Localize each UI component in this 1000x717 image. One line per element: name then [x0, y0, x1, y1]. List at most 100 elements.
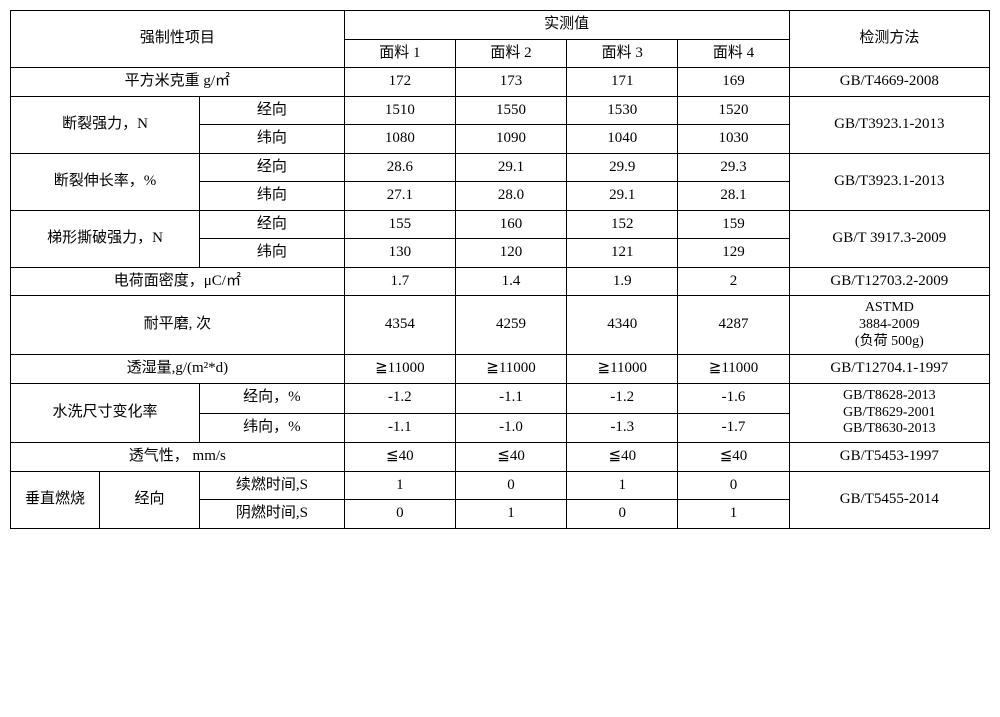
shrink-weft-v4: -1.7: [678, 413, 789, 443]
burn-after-v3: 1: [567, 471, 678, 500]
tear-weft-v2: 120: [455, 239, 566, 268]
vapor-method: GB/T12704.1-1997: [789, 355, 989, 384]
elong-weft-v3: 29.1: [567, 182, 678, 211]
break-warp-v4: 1520: [678, 96, 789, 125]
vapor-v2: ≧11000: [455, 355, 566, 384]
shrink-weft-v3: -1.3: [567, 413, 678, 443]
burn-after-v4: 0: [678, 471, 789, 500]
vapor-v3: ≧11000: [567, 355, 678, 384]
row-weight: 平方米克重 g/㎡ 172 173 171 169 GB/T4669-2008: [11, 68, 990, 97]
break-label: 断裂强力，N: [11, 96, 200, 153]
air-v2: ≦40: [455, 443, 566, 472]
tear-warp-v1: 155: [344, 210, 455, 239]
elong-weft-dir: 纬向: [200, 182, 345, 211]
burn-dir: 经向: [99, 471, 199, 528]
shrink-warp-v1: -1.2: [344, 383, 455, 413]
header-fabric1: 面料 1: [344, 39, 455, 68]
abrasion-method-l3: (负荷 500g): [855, 334, 924, 349]
header-fabric4: 面料 4: [678, 39, 789, 68]
tear-weft-dir: 纬向: [200, 239, 345, 268]
burn-glow-v3: 0: [567, 500, 678, 529]
row-charge: 电荷面密度，μC/㎡ 1.7 1.4 1.9 2 GB/T12703.2-200…: [11, 267, 990, 296]
burn-glow-label: 阴燃时间,S: [200, 500, 345, 529]
burn-after-label: 续燃时间,S: [200, 471, 345, 500]
shrink-method-l3: GB/T8630-2013: [843, 421, 936, 436]
charge-v1: 1.7: [344, 267, 455, 296]
burn-after-v2: 0: [455, 471, 566, 500]
elong-weft-v2: 28.0: [455, 182, 566, 211]
abrasion-v1: 4354: [344, 296, 455, 355]
charge-v2: 1.4: [455, 267, 566, 296]
tear-weft-v4: 129: [678, 239, 789, 268]
abrasion-v3: 4340: [567, 296, 678, 355]
weight-method: GB/T4669-2008: [789, 68, 989, 97]
elong-weft-v1: 27.1: [344, 182, 455, 211]
row-abrasion: 耐平磨, 次 4354 4259 4340 4287 ASTMD 3884-20…: [11, 296, 990, 355]
abrasion-v2: 4259: [455, 296, 566, 355]
elong-method: GB/T3923.1-2013: [789, 153, 989, 210]
charge-method: GB/T12703.2-2009: [789, 267, 989, 296]
burn-glow-v2: 1: [455, 500, 566, 529]
tear-warp-dir: 经向: [200, 210, 345, 239]
row-air: 透气性， mm/s ≦40 ≦40 ≦40 ≦40 GB/T5453-1997: [11, 443, 990, 472]
abrasion-method-l1: ASTMD: [865, 300, 914, 315]
elong-label: 断裂伸长率，%: [11, 153, 200, 210]
tear-warp-v4: 159: [678, 210, 789, 239]
vapor-label: 透湿量,g/(m²*d): [11, 355, 345, 384]
elong-warp-v4: 29.3: [678, 153, 789, 182]
charge-label: 电荷面密度，μC/㎡: [11, 267, 345, 296]
air-method: GB/T5453-1997: [789, 443, 989, 472]
header-measured: 实测值: [344, 11, 789, 40]
tear-label: 梯形撕破强力，N: [11, 210, 200, 267]
charge-v4: 2: [678, 267, 789, 296]
row-tear-warp: 梯形撕破强力，N 经向 155 160 152 159 GB/T 3917.3-…: [11, 210, 990, 239]
header-mandatory: 强制性项目: [11, 11, 345, 68]
header-fabric2: 面料 2: [455, 39, 566, 68]
header-fabric3: 面料 3: [567, 39, 678, 68]
burn-label: 垂直燃烧: [11, 471, 100, 528]
elong-warp-v3: 29.9: [567, 153, 678, 182]
abrasion-method: ASTMD 3884-2009 (负荷 500g): [789, 296, 989, 355]
burn-method: GB/T5455-2014: [789, 471, 989, 528]
weight-v4: 169: [678, 68, 789, 97]
elong-warp-v1: 28.6: [344, 153, 455, 182]
break-warp-v1: 1510: [344, 96, 455, 125]
shrink-warp-v3: -1.2: [567, 383, 678, 413]
charge-v3: 1.9: [567, 267, 678, 296]
shrink-warp-dir: 经向，%: [200, 383, 345, 413]
air-label: 透气性， mm/s: [11, 443, 345, 472]
break-weft-v3: 1040: [567, 125, 678, 154]
break-weft-dir: 纬向: [200, 125, 345, 154]
shrink-method: GB/T8628-2013 GB/T8629-2001 GB/T8630-201…: [789, 383, 989, 442]
row-elong-warp: 断裂伸长率，% 经向 28.6 29.1 29.9 29.3 GB/T3923.…: [11, 153, 990, 182]
header-row-1: 强制性项目 实测值 检测方法: [11, 11, 990, 40]
row-vapor: 透湿量,g/(m²*d) ≧11000 ≧11000 ≧11000 ≧11000…: [11, 355, 990, 384]
vapor-v1: ≧11000: [344, 355, 455, 384]
row-burn-after: 垂直燃烧 经向 续燃时间,S 1 0 1 0 GB/T5455-2014: [11, 471, 990, 500]
elong-warp-v2: 29.1: [455, 153, 566, 182]
shrink-weft-v1: -1.1: [344, 413, 455, 443]
burn-after-v1: 1: [344, 471, 455, 500]
shrink-label: 水洗尺寸变化率: [11, 383, 200, 442]
air-v4: ≦40: [678, 443, 789, 472]
tear-method: GB/T 3917.3-2009: [789, 210, 989, 267]
weight-v2: 173: [455, 68, 566, 97]
abrasion-method-l2: 3884-2009: [859, 317, 920, 332]
shrink-method-l2: GB/T8629-2001: [843, 405, 936, 420]
weight-label: 平方米克重 g/㎡: [11, 68, 345, 97]
elong-weft-v4: 28.1: [678, 182, 789, 211]
header-method: 检测方法: [789, 11, 989, 68]
tear-weft-v1: 130: [344, 239, 455, 268]
shrink-warp-v4: -1.6: [678, 383, 789, 413]
break-weft-v4: 1030: [678, 125, 789, 154]
break-warp-v3: 1530: [567, 96, 678, 125]
break-weft-v1: 1080: [344, 125, 455, 154]
shrink-warp-v2: -1.1: [455, 383, 566, 413]
break-method: GB/T3923.1-2013: [789, 96, 989, 153]
shrink-method-l1: GB/T8628-2013: [843, 388, 936, 403]
burn-glow-v1: 0: [344, 500, 455, 529]
tear-weft-v3: 121: [567, 239, 678, 268]
spec-table: 强制性项目 实测值 检测方法 面料 1 面料 2 面料 3 面料 4 平方米克重…: [10, 10, 990, 529]
abrasion-label: 耐平磨, 次: [11, 296, 345, 355]
row-break-warp: 断裂强力，N 经向 1510 1550 1530 1520 GB/T3923.1…: [11, 96, 990, 125]
